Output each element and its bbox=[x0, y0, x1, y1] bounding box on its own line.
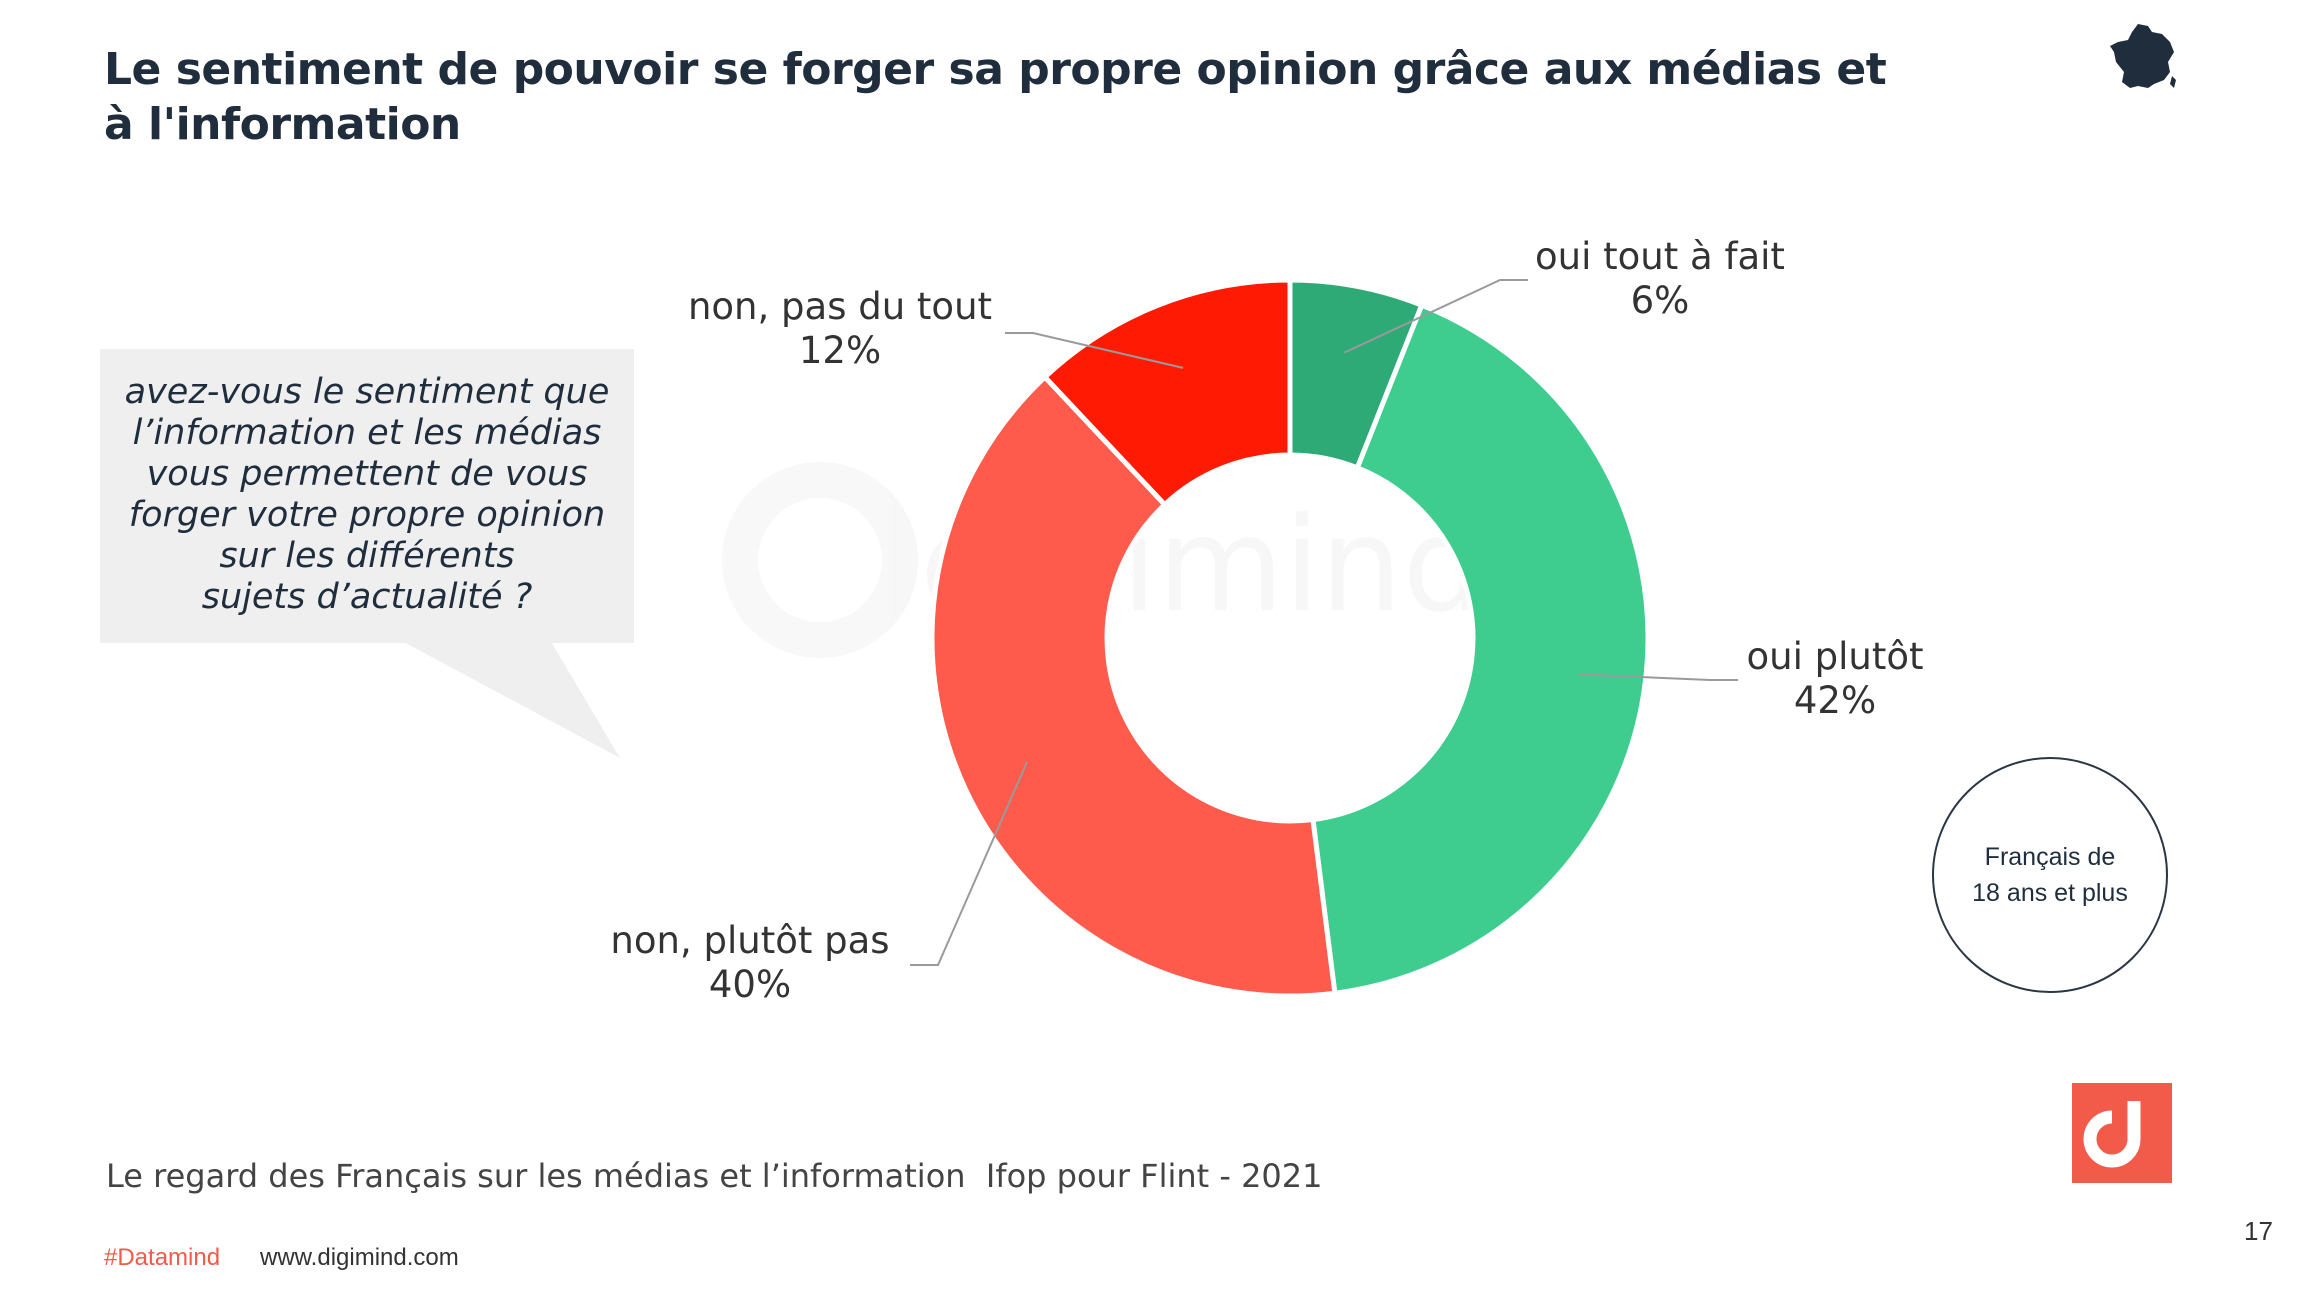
question-line: vous permettent de vous bbox=[146, 454, 588, 494]
slice-label-value: 6% bbox=[1630, 279, 1690, 322]
question-line: avez-vous le sentiment que bbox=[124, 372, 610, 412]
slice-label-text: non, pas du tout bbox=[687, 285, 993, 328]
digimind-logo-icon bbox=[2072, 1083, 2172, 1183]
slice-label-text: oui tout à fait bbox=[1535, 235, 1785, 278]
slice-label-oui-plutot: oui plutôt 42% bbox=[1705, 635, 1965, 723]
slice-label-non-pas-du-tout: non, pas du tout 12% bbox=[680, 285, 1000, 373]
slice-label-value: 40% bbox=[708, 963, 792, 1006]
slice-label-value: 42% bbox=[1793, 679, 1877, 722]
leader-line bbox=[1344, 279, 1528, 354]
population-line: Français de bbox=[1984, 843, 2116, 871]
donut-slice bbox=[1041, 277, 1293, 509]
question-line: sur les différents bbox=[219, 536, 515, 576]
slice-label-oui-tout-a-fait: oui tout à fait 6% bbox=[1500, 235, 1820, 323]
question-bubble bbox=[100, 349, 634, 643]
france-map-icon bbox=[2110, 24, 2176, 88]
source-note: Le regard des Français sur les médias et… bbox=[106, 1157, 1323, 1195]
population-line: 18 ans et plus bbox=[1972, 879, 2128, 907]
donut-slice bbox=[1310, 301, 1651, 996]
population-badge: Français de 18 ans et plus bbox=[1932, 757, 2168, 993]
slice-label-non-plutot-pas: non, plutôt pas 40% bbox=[590, 919, 910, 1007]
question-line: sujets d’actualité ? bbox=[201, 577, 533, 617]
hashtag-link[interactable]: #Datamind bbox=[104, 1244, 221, 1271]
leader-line bbox=[910, 761, 1029, 966]
question-line: l’information et les médias bbox=[132, 413, 602, 453]
slice-label-text: oui plutôt bbox=[1746, 635, 1924, 678]
leader-line bbox=[1005, 332, 1184, 369]
slice-label-value: 12% bbox=[798, 329, 882, 372]
bubble-tail bbox=[400, 640, 620, 758]
website-link[interactable]: www.digimind.com bbox=[260, 1244, 459, 1271]
slice-label-text: non, plutôt pas bbox=[610, 919, 890, 962]
page-title: Le sentiment de pouvoir se forger sa pro… bbox=[104, 44, 1887, 150]
donut-slice bbox=[929, 373, 1338, 999]
question-line: forger votre propre opinion bbox=[128, 495, 606, 535]
leader-line bbox=[1578, 673, 1738, 681]
page-number: 17 bbox=[2244, 1216, 2273, 1246]
question-text: avez-vous le sentiment que l’information… bbox=[100, 372, 634, 618]
